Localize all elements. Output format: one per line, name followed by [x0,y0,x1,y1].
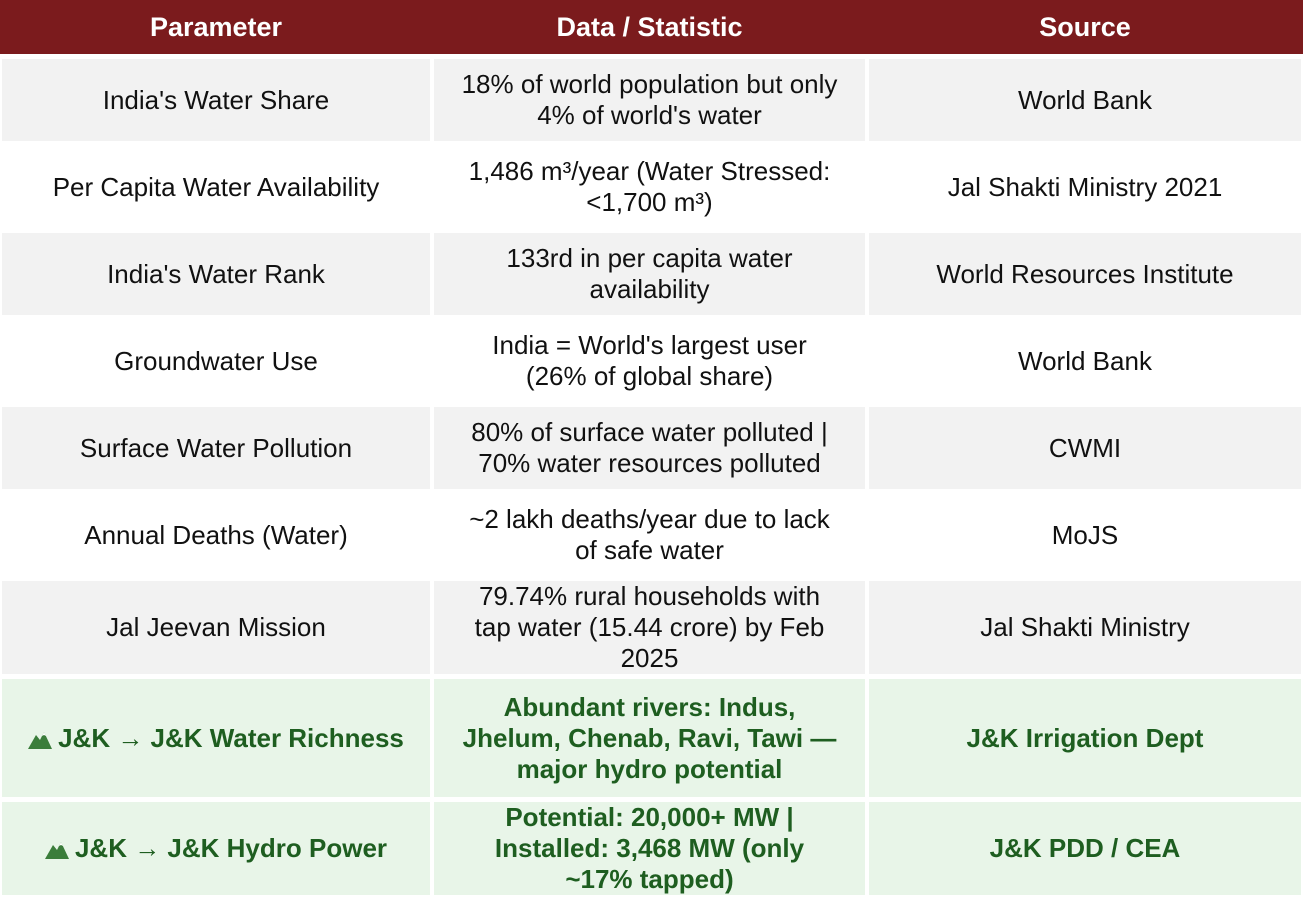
cell-text: 18% of world population but only 4% of w… [461,69,838,130]
cell-text: Potential: 20,000+ MW | Installed: 3,468… [494,802,805,894]
table-row: Annual Deaths (Water) ~2 lakh deaths/year… [0,494,1303,576]
cell-text: J&K Irrigation Dept [966,722,1204,753]
table-row: J&K → J&K Hydro Power Potential: 20,000+ … [0,802,1303,895]
table-cell: Per Capita Water Availability [0,146,432,228]
table-body: India's Water Share 18% of world populati… [0,59,1303,895]
table-cell: 133rd in per capita water availability [432,233,867,315]
cell-text: World Bank [1018,345,1152,376]
table-cell: India = World's largest user (26% of glo… [432,320,867,402]
cell-text: Abundant rivers: Indus, Jhelum, Chenab, … [462,691,837,784]
table-cell: India's Water Rank [0,233,432,315]
table-cell: Jal Shakti Ministry [867,581,1303,674]
cell-text: Groundwater Use [114,345,318,376]
table-cell: Surface Water Pollution [0,407,432,489]
cell-text: 80% of surface water polluted | 70% wate… [471,417,828,478]
header-cell: Data / Statistic [432,0,867,54]
cell-text: India's Water Rank [107,258,325,289]
cell-text: ~2 lakh deaths/year due to lack of safe … [469,504,830,565]
table-cell: 79.74% rural households with tap water (… [432,581,867,674]
table-cell: 80% of surface water polluted | 70% wate… [432,407,867,489]
table-cell: Jal Jeevan Mission [0,581,432,674]
table-cell: J&K Irrigation Dept [867,679,1303,797]
table-cell: ~2 lakh deaths/year due to lack of safe … [432,494,867,576]
table-row: Groundwater Use India = World's largest u… [0,320,1303,402]
table-cell: Potential: 20,000+ MW | Installed: 3,468… [432,802,867,895]
table-cell: World Resources Institute [867,233,1303,315]
table-cell: CWMI [867,407,1303,489]
table-cell: Abundant rivers: Indus, Jhelum, Chenab, … [432,679,867,797]
cell-text: 79.74% rural households with tap water (… [474,581,825,673]
table-row: Jal Jeevan Mission 79.74% rural household… [0,581,1303,674]
cell-text: India = World's largest user (26% of glo… [492,330,807,391]
table-row: J&K → J&K Water Richness Abundant rivers:… [0,679,1303,797]
table-cell: India's Water Share [0,59,432,141]
cell-text: World Bank [1018,84,1152,115]
table-cell: J&K → J&K Hydro Power [0,802,432,895]
mountain-icon [44,842,69,859]
cell-text: Jal Shakti Ministry [980,612,1190,642]
table-cell: 1,486 m³/year (Water Stressed: <1,700 m³… [432,146,867,228]
cell-text: World Resources Institute [936,258,1234,289]
table-cell: World Bank [867,59,1303,141]
table-cell: World Bank [867,320,1303,402]
cell-text: 1,486 m³/year (Water Stressed: <1,700 m³… [468,156,831,217]
header-row: Parameter Data / Statistic Source [0,0,1303,54]
mountain-icon [28,731,53,749]
cell-text: Surface Water Pollution [79,432,353,463]
cell-text: J&K → J&K Hydro Power [74,833,388,863]
cell-text: Jal Shakti Ministry 2021 [947,171,1223,202]
table-row: Per Capita Water Availability 1,486 m³/ye… [0,146,1303,228]
table-row: India's Water Share 18% of world populati… [0,59,1303,141]
header-cell: Source [867,0,1303,54]
table-row: India's Water Rank 133rd in per capita wa… [0,233,1303,315]
table-cell: Jal Shakti Ministry 2021 [867,146,1303,228]
cell-text: Per Capita Water Availability [52,171,380,202]
table-cell: Annual Deaths (Water) [0,494,432,576]
table-cell: J&K → J&K Water Richness [0,679,432,797]
cell-text: MoJS [1051,519,1119,550]
cell-text: India's Water Share [102,84,330,115]
cell-text: CWMI [1048,432,1122,463]
cell-text: J&K PDD / CEA [989,833,1181,863]
table-row: Surface Water Pollution 80% of surface wa… [0,407,1303,489]
cell-text: Jal Jeevan Mission [106,612,326,642]
cell-text: Annual Deaths (Water) [84,519,348,550]
table-cell: Groundwater Use [0,320,432,402]
cell-text: J&K → J&K Water Richness [58,722,404,753]
table-cell: J&K PDD / CEA [867,802,1303,895]
cell-text: 133rd in per capita water availability [506,243,793,304]
table-cell: MoJS [867,494,1303,576]
table-cell: 18% of world population but only 4% of w… [432,59,867,141]
header-cell: Parameter [0,0,432,54]
